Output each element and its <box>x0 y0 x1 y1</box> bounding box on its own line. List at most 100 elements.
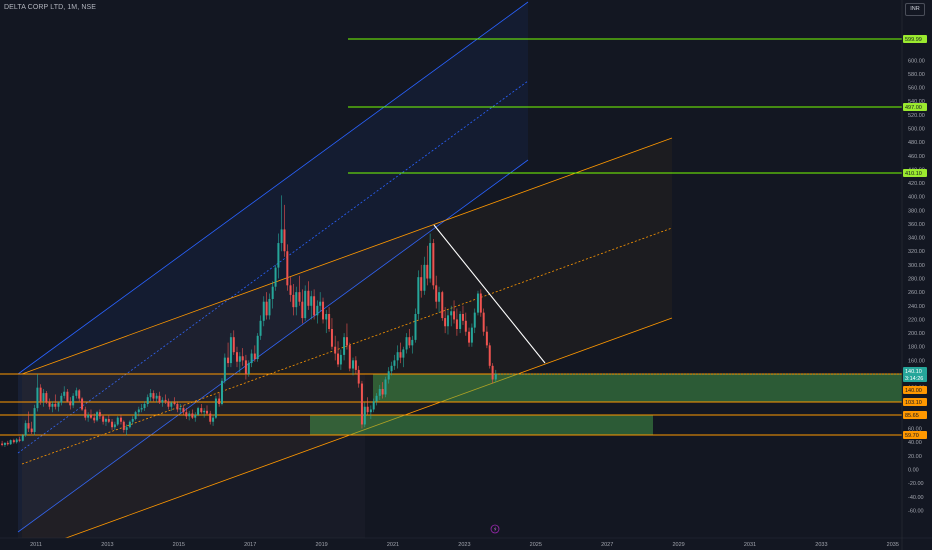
candle <box>176 401 179 413</box>
candle <box>464 312 467 336</box>
candle <box>21 434 24 442</box>
candle <box>134 410 137 421</box>
green-zone-lower[interactable] <box>310 415 653 435</box>
candle <box>12 438 15 444</box>
candle <box>116 416 119 426</box>
price-tag[interactable]: 3:14:26 <box>903 374 927 382</box>
price-tag[interactable]: 103.10 <box>903 398 927 406</box>
price-tick-label: 300.00 <box>908 263 925 269</box>
price-tick-label: 380.00 <box>908 208 925 214</box>
candle <box>459 311 462 334</box>
candle <box>354 356 357 374</box>
time-tick-label: 2013 <box>101 542 113 548</box>
candle <box>488 342 491 369</box>
candle <box>179 404 182 414</box>
time-axis[interactable]: 2011 2013 2015 2017 2019 2021 2023 2025 2027 2029… <box>30 542 899 548</box>
candle <box>393 354 396 370</box>
price-tick-label: 0.00 <box>908 467 919 473</box>
price-tick-label: 520.00 <box>908 113 925 119</box>
price-tag[interactable]: 140.10 <box>903 367 927 375</box>
candle <box>334 335 337 361</box>
candle <box>455 308 458 336</box>
candle <box>453 300 456 324</box>
downtrend-line[interactable] <box>433 224 546 364</box>
price-tick-label: 580.00 <box>908 72 925 78</box>
candle <box>432 238 435 290</box>
time-tick-label: 2021 <box>387 542 399 548</box>
candle <box>241 348 244 366</box>
candle <box>15 438 18 444</box>
candle <box>203 408 206 418</box>
price-tag[interactable]: 140.00 <box>903 386 927 394</box>
candle <box>301 289 304 324</box>
candle <box>259 315 262 340</box>
candle <box>223 353 226 384</box>
price-tag[interactable]: 59.70 <box>903 431 927 439</box>
price-tag[interactable]: 497.00 <box>903 103 927 111</box>
price-tick-label: 260.00 <box>908 290 925 296</box>
candle <box>322 297 325 324</box>
candle <box>313 289 316 320</box>
candle <box>384 376 387 398</box>
candle <box>96 410 99 422</box>
candle <box>206 405 209 415</box>
candle <box>271 281 274 309</box>
candle <box>143 401 146 411</box>
price-axis[interactable]: 600.00 580.00 560.00 540.00 520.00 500.00 480.… <box>908 58 925 514</box>
candle <box>339 349 342 370</box>
candle <box>30 421 33 435</box>
candle <box>405 333 408 354</box>
time-tick-label: 2015 <box>173 542 185 548</box>
price-tag[interactable]: 410.10 <box>903 169 927 177</box>
blue-channel-upper[interactable] <box>17 1 529 375</box>
lightning-icon[interactable] <box>490 524 500 534</box>
candle <box>119 414 122 425</box>
price-tick-label: 200.00 <box>908 331 925 337</box>
candle <box>292 283 295 316</box>
price-tag[interactable]: 85.65 <box>903 411 927 419</box>
price-tick-label: 420.00 <box>908 181 925 187</box>
candle <box>191 409 194 420</box>
svg-text:599.99: 599.99 <box>905 37 922 43</box>
orange-channel-upper[interactable] <box>21 137 673 375</box>
candle <box>423 256 426 295</box>
price-tick-label: 280.00 <box>908 277 925 283</box>
candle <box>330 318 333 350</box>
candle <box>39 384 42 405</box>
orange-channel-lower[interactable] <box>22 317 673 550</box>
blue-channel-lower[interactable] <box>17 159 529 533</box>
candle <box>113 421 116 430</box>
candle <box>438 286 441 313</box>
price-tick-label: 220.00 <box>908 317 925 323</box>
candle <box>89 409 92 420</box>
candle <box>482 308 485 336</box>
price-tag[interactable]: 599.99 <box>903 35 927 43</box>
candle <box>328 307 331 332</box>
blue-channel-fill <box>18 2 528 532</box>
candle <box>337 341 340 368</box>
candle <box>316 300 319 324</box>
candle <box>3 442 6 447</box>
candle <box>24 420 27 437</box>
candle <box>155 393 158 403</box>
currency-button[interactable]: INR <box>905 3 925 16</box>
candle <box>57 401 60 412</box>
candle <box>381 382 384 399</box>
candle <box>227 342 230 368</box>
candle <box>435 275 438 309</box>
candle <box>1 440 4 447</box>
time-tick-label: 2025 <box>530 542 542 548</box>
candle <box>253 345 256 362</box>
candle <box>18 436 21 443</box>
candle <box>479 289 482 317</box>
candle <box>137 406 140 417</box>
candle <box>390 361 393 376</box>
time-tick-label: 2023 <box>458 542 470 548</box>
time-tick-label: 2031 <box>744 542 756 548</box>
candle <box>468 327 471 347</box>
candle <box>348 342 351 372</box>
candle <box>494 369 497 383</box>
green-zone-upper[interactable] <box>373 374 902 402</box>
candle <box>485 326 488 349</box>
